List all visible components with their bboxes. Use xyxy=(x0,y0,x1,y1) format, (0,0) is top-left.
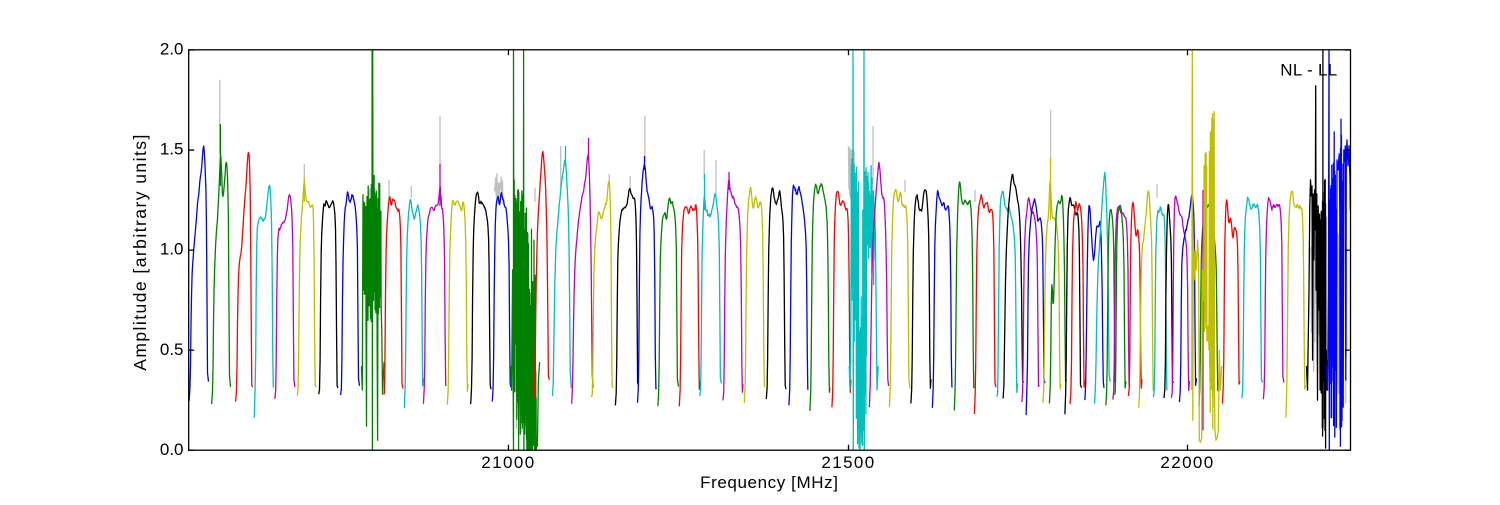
svg-text:Amplitude [arbitrary units]: Amplitude [arbitrary units] xyxy=(130,133,150,371)
svg-text:1.5: 1.5 xyxy=(160,140,184,159)
svg-text:22000: 22000 xyxy=(1160,453,1214,472)
svg-text:0.0: 0.0 xyxy=(160,440,184,459)
svg-text:1.0: 1.0 xyxy=(160,240,184,259)
svg-text:Frequency [MHz]: Frequency [MHz] xyxy=(700,473,838,492)
svg-text:0.5: 0.5 xyxy=(160,340,184,359)
svg-text:21500: 21500 xyxy=(821,453,875,472)
svg-text:21000: 21000 xyxy=(481,453,535,472)
svg-text:NL - LL: NL - LL xyxy=(1280,61,1337,80)
svg-text:2.0: 2.0 xyxy=(160,40,184,59)
